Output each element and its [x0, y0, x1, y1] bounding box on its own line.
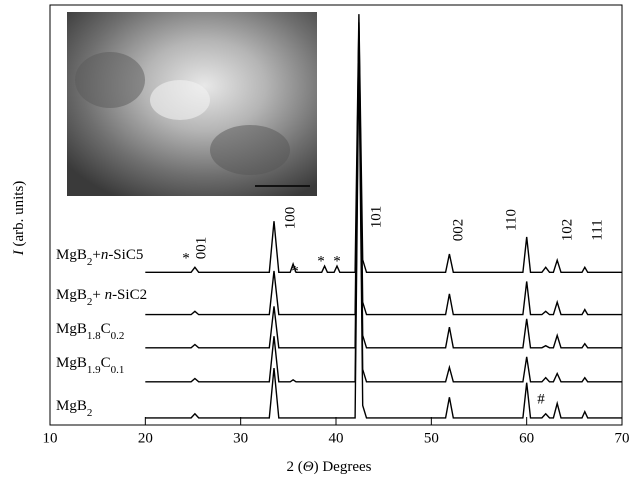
peak-annotation: 111 — [589, 219, 605, 240]
peak-annotation: 100 — [282, 207, 298, 230]
peak-annotation: 102 — [559, 219, 575, 242]
x-tick-label: 20 — [138, 430, 153, 446]
x-tick-label: 70 — [615, 430, 630, 446]
x-axis-label: 2 (Θ) Degrees — [287, 459, 372, 475]
x-tick-label: 40 — [329, 430, 344, 446]
x-tick-label: 30 — [233, 430, 248, 446]
peak-annotation: * — [317, 253, 325, 269]
x-tick-label: 10 — [43, 430, 58, 446]
series-label: MgB2+n-SiC5 — [56, 247, 143, 267]
series-label: MgB2+ n-SiC2 — [56, 287, 147, 307]
peak-annotation: 110 — [503, 209, 519, 231]
x-tick-label: 60 — [519, 430, 534, 446]
y-axis-label: I (arb. units) — [11, 181, 27, 257]
peak-annotation: # — [537, 391, 545, 407]
peak-annotation: * — [333, 253, 341, 269]
peak-annotation: * — [182, 250, 190, 266]
inset-micrograph — [67, 12, 317, 196]
peak-annotation: 002 — [450, 219, 466, 242]
series-label: MgB1.9C0.1 — [56, 355, 124, 375]
series-label: MgB2 — [56, 398, 92, 418]
series-label: MgB1.8C0.2 — [56, 321, 124, 341]
x-tick-label: 50 — [424, 430, 439, 446]
xrd-trace — [145, 51, 622, 419]
peak-annotation: 001 — [193, 237, 209, 260]
peak-annotation: 101 — [368, 206, 384, 229]
peak-annotation: * — [291, 263, 299, 279]
